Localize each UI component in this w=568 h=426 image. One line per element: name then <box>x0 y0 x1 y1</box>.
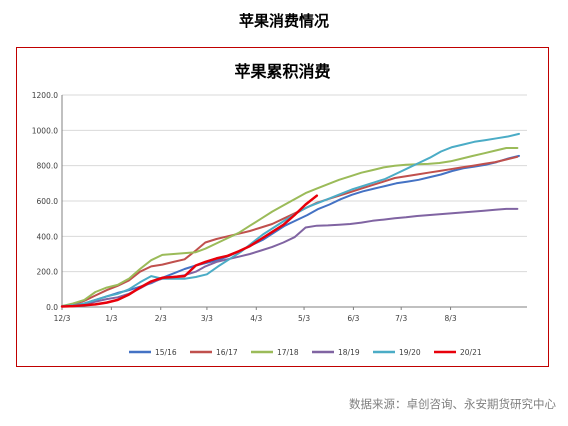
series-line-20-21 <box>60 194 319 308</box>
x-tick-label: 2/3 <box>155 314 167 323</box>
legend-label: 16/17 <box>216 348 238 357</box>
y-tick-label: 200.0 <box>37 268 59 277</box>
chart-title: 苹果累积消费 <box>234 62 331 81</box>
series-line-15-16 <box>61 154 520 308</box>
y-tick-label: 400.0 <box>37 232 59 241</box>
line-chart: 0.0 200.0 400.0 600.0 800.0 1000.0 1200.0 12/3 1… <box>32 91 527 357</box>
x-tick-label: 4/3 <box>250 314 262 323</box>
source-note: 数据来源：卓创咨询、永安期货研究中心 <box>349 397 556 411</box>
legend-label: 17/18 <box>277 348 299 357</box>
x-tick-label: 1/3 <box>105 314 117 323</box>
x-tick-label: 7/3 <box>395 314 407 323</box>
x-tick-label: 3/3 <box>201 314 213 323</box>
x-tick-label: 6/3 <box>347 314 359 323</box>
legend-label: 20/21 <box>460 348 482 357</box>
y-tick-label: 600.0 <box>37 197 59 206</box>
series-line-16-17 <box>61 155 519 308</box>
x-tick-label: 12/3 <box>54 314 71 323</box>
y-tick-label: 0.0 <box>46 303 58 312</box>
legend-label: 18/19 <box>338 348 360 357</box>
legend-label: 15/16 <box>155 348 177 357</box>
y-tick-label: 1200.0 <box>32 91 58 100</box>
series-line-19-20 <box>61 132 520 308</box>
x-tick-label: 8/3 <box>445 314 457 323</box>
chart-frame: 苹果累积消费 0.0 200.0 400.0 600.0 800.0 1000.0 1200… <box>16 47 549 367</box>
x-tick-label: 5/3 <box>298 314 310 323</box>
page-title: 苹果消费情况 <box>238 12 329 30</box>
legend-label: 19/20 <box>399 348 421 357</box>
series-line-17-18 <box>61 147 519 308</box>
y-tick-label: 800.0 <box>37 162 59 171</box>
y-tick-label: 1000.0 <box>32 126 58 135</box>
